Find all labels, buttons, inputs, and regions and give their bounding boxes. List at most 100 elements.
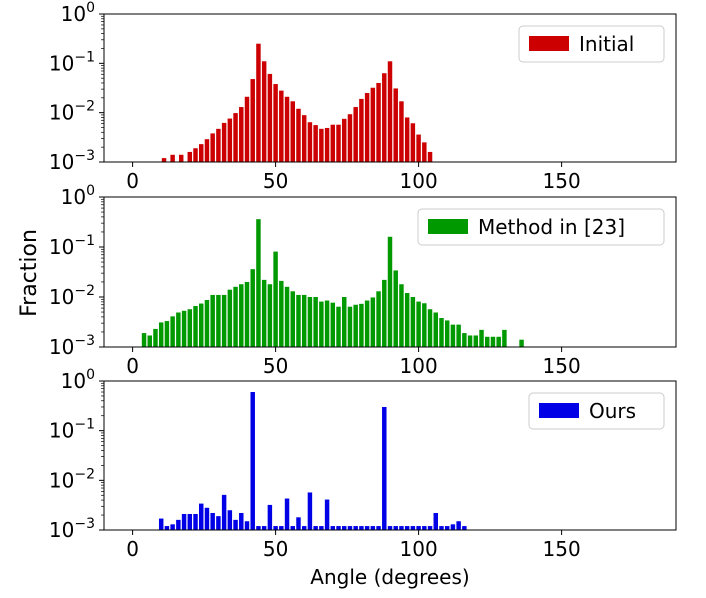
bar [239, 107, 244, 162]
bar [210, 512, 215, 530]
bar [216, 128, 221, 162]
bar [204, 139, 210, 162]
bar [330, 302, 336, 347]
bar [422, 142, 427, 162]
x-tick-label: 50 [263, 169, 288, 193]
bar [164, 321, 170, 347]
bar [199, 144, 204, 162]
bar [187, 151, 193, 162]
bar [376, 526, 381, 530]
bar [456, 324, 461, 347]
bar [199, 503, 204, 530]
legend-swatch [428, 219, 468, 234]
bar [439, 526, 444, 530]
panel-initial: 0 50 100 150 10−3 10−2 10−1 100 Initial [49, 0, 677, 193]
bar [204, 507, 210, 530]
bar [261, 526, 267, 530]
bar [233, 286, 238, 347]
bar [313, 297, 318, 347]
bar [324, 499, 330, 530]
bar [296, 294, 301, 347]
panels: 0 50 100 150 10−3 10−2 10−1 100 Initial 0 50 100 150… [49, 0, 677, 561]
bar [490, 336, 496, 347]
y-tick-label: 10−1 [49, 417, 95, 443]
y-tick-label: 10−2 [49, 466, 95, 492]
bar [364, 526, 370, 530]
bar [256, 43, 261, 163]
bar [399, 284, 404, 347]
bar [387, 61, 393, 162]
y-tick-label: 10−3 [49, 333, 95, 359]
panel-ours: 0 50 100 150 10−3 10−2 10−1 100 Ours [49, 367, 677, 561]
bar [393, 270, 398, 347]
bar [427, 309, 433, 347]
bar [393, 88, 398, 162]
bar [290, 526, 295, 530]
y-tick-label: 10−2 [49, 283, 95, 309]
bar [387, 236, 393, 347]
bar [296, 517, 301, 530]
bar [290, 291, 295, 347]
y-tick-label: 10−2 [49, 99, 95, 125]
bar [164, 526, 170, 530]
bar [256, 526, 261, 530]
bar [462, 526, 467, 530]
bar [324, 300, 330, 347]
plot-frame [103, 380, 677, 531]
bar [176, 519, 181, 530]
bar [158, 518, 164, 530]
bar [273, 526, 278, 530]
bar [290, 101, 295, 162]
bar [216, 516, 221, 530]
bar [342, 297, 347, 347]
bar [359, 526, 364, 530]
bar [147, 335, 152, 347]
bar [193, 306, 198, 347]
bar [267, 284, 273, 347]
legend-box [518, 25, 665, 63]
bar [473, 335, 479, 347]
bar [427, 526, 433, 530]
bar [519, 339, 524, 347]
x-tick-label: 150 [543, 537, 581, 561]
y-tick-label: 100 [61, 367, 95, 393]
bar [261, 279, 267, 347]
bar [221, 122, 227, 162]
bar [427, 151, 433, 162]
bar [416, 526, 421, 530]
x-tick-label: 150 [543, 169, 581, 193]
bar [227, 118, 233, 162]
y-tick-label: 10−3 [49, 148, 95, 174]
bar [284, 286, 290, 347]
bar [324, 127, 330, 162]
bar [284, 498, 290, 530]
bar [261, 61, 267, 162]
bar [462, 333, 467, 347]
bar [216, 294, 221, 347]
bar [336, 306, 341, 347]
bar [330, 124, 336, 162]
bar [307, 297, 313, 347]
legend-swatch [539, 403, 579, 418]
legend: Ours [528, 392, 665, 430]
bar [250, 269, 255, 347]
bar [382, 279, 387, 347]
bar [359, 303, 364, 347]
y-tick-label: 10−1 [49, 233, 95, 259]
bar [244, 96, 250, 162]
bar [485, 336, 490, 347]
plot-frame [103, 196, 677, 348]
bar [376, 291, 381, 347]
legend: Method in [23] [417, 208, 665, 246]
bar [404, 293, 410, 347]
legend-label: Ours [589, 399, 636, 423]
bar [393, 526, 398, 530]
bar [410, 123, 416, 162]
bar [370, 526, 376, 530]
bar [221, 494, 227, 530]
legend-label: Initial [579, 32, 634, 56]
bar [416, 301, 421, 347]
bar [279, 90, 284, 162]
bar [370, 297, 376, 347]
x-tick-label: 100 [400, 169, 438, 193]
